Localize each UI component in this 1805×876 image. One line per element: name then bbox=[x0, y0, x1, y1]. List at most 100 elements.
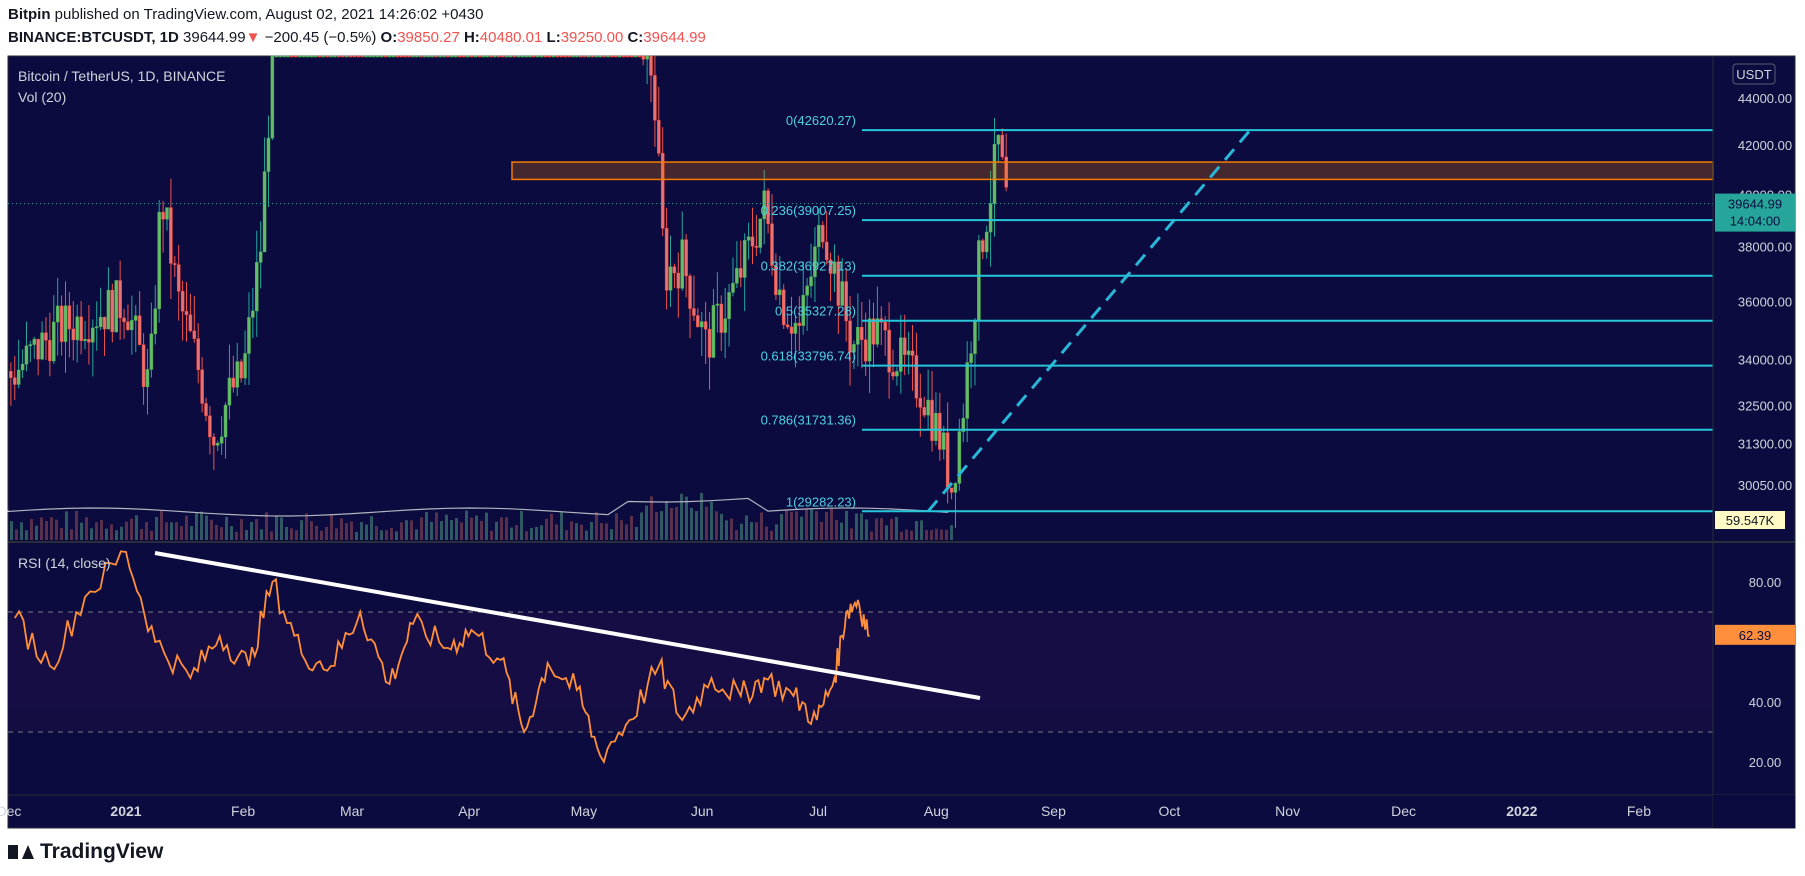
volume-bar bbox=[220, 527, 223, 540]
volume-bar bbox=[65, 511, 68, 540]
candle-body bbox=[649, 55, 653, 76]
open-value: 39850.27 bbox=[397, 29, 460, 46]
candle-body bbox=[137, 315, 142, 345]
volume-bar bbox=[245, 530, 248, 540]
volume-bar bbox=[875, 518, 878, 540]
volume-bar bbox=[760, 512, 763, 540]
volume-bar bbox=[100, 519, 103, 540]
rsi-pane[interactable] bbox=[8, 550, 1713, 765]
candle-body bbox=[83, 338, 87, 342]
time-tick-label: Aug bbox=[924, 803, 949, 819]
candle-body bbox=[789, 326, 794, 334]
candle-body bbox=[723, 318, 727, 333]
candle-body bbox=[434, 55, 439, 58]
volume-bar bbox=[150, 530, 153, 540]
volume-bar bbox=[235, 531, 238, 540]
candle-body bbox=[258, 251, 263, 263]
candle-body bbox=[914, 355, 919, 399]
volume-bar bbox=[40, 517, 43, 540]
volume-bar bbox=[250, 521, 253, 540]
price-change: −200.45 (−0.5%) bbox=[264, 29, 377, 46]
candle-body bbox=[28, 344, 33, 347]
volume-bar bbox=[715, 511, 718, 540]
volume-bar bbox=[135, 515, 138, 540]
tradingview-logo[interactable]: TradingView bbox=[8, 840, 163, 864]
candle-body bbox=[696, 315, 700, 328]
last-price-tag-value: 39644.99 bbox=[1728, 197, 1782, 212]
volume-bar bbox=[255, 519, 258, 540]
volume-bar bbox=[845, 510, 848, 540]
volume-bar bbox=[600, 523, 603, 540]
volume-bar bbox=[635, 526, 638, 540]
candle-body bbox=[55, 305, 60, 323]
publisher-name: Bitpin bbox=[8, 6, 51, 23]
candle-body bbox=[196, 338, 200, 371]
volume-bar bbox=[305, 513, 308, 540]
volume-bar bbox=[750, 522, 753, 540]
candle-body bbox=[699, 321, 704, 328]
candle-body bbox=[657, 120, 661, 154]
candle-body bbox=[598, 55, 603, 58]
volume-bar bbox=[215, 524, 218, 540]
candle-body bbox=[891, 371, 895, 377]
candle-body bbox=[614, 55, 618, 58]
time-tick-label: Jul bbox=[809, 803, 827, 819]
candle-body bbox=[660, 152, 665, 229]
low-value: 39250.00 bbox=[560, 29, 624, 46]
candle-body bbox=[262, 171, 267, 253]
candle-body bbox=[52, 321, 56, 362]
candle-body bbox=[44, 332, 48, 341]
volume-ma-line bbox=[7, 497, 949, 517]
candle-body bbox=[126, 321, 130, 331]
volume-bar bbox=[570, 521, 573, 540]
down-arrow-icon: ▼ bbox=[245, 29, 261, 46]
chart-border bbox=[7, 55, 1796, 829]
volume-bar bbox=[375, 526, 378, 540]
candle-body bbox=[731, 282, 735, 293]
candle-body bbox=[637, 55, 642, 58]
candle-body bbox=[379, 55, 384, 58]
candle-body bbox=[305, 55, 310, 58]
candle-body bbox=[926, 399, 930, 416]
candle-body bbox=[340, 55, 345, 58]
candle-body bbox=[63, 305, 68, 342]
rsi-line bbox=[14, 550, 870, 765]
candle-body bbox=[594, 55, 599, 58]
volume-bar bbox=[440, 521, 443, 540]
volume-bar bbox=[200, 511, 203, 540]
candle-body bbox=[87, 338, 91, 343]
volume-bar bbox=[430, 521, 433, 540]
candle-body bbox=[227, 377, 232, 406]
volume-bar bbox=[910, 530, 913, 540]
candle-body bbox=[820, 224, 825, 243]
volume-bar bbox=[15, 529, 18, 540]
candle-body bbox=[910, 350, 915, 356]
volume-bar bbox=[50, 517, 53, 540]
candle-body bbox=[239, 361, 243, 379]
candle-body bbox=[212, 436, 216, 446]
volume-bar bbox=[260, 529, 263, 540]
volume-bar bbox=[335, 528, 338, 540]
candle-body bbox=[981, 240, 985, 253]
volume-bar bbox=[565, 530, 568, 540]
time-tick-label: Feb bbox=[1627, 803, 1651, 819]
candle-body bbox=[988, 203, 993, 233]
candle-body bbox=[329, 55, 333, 58]
candle-body bbox=[297, 55, 302, 58]
candle-body bbox=[59, 305, 64, 342]
volume-bar bbox=[930, 530, 933, 540]
candle-body bbox=[832, 261, 837, 274]
candle-body bbox=[325, 55, 329, 58]
volume-bar bbox=[475, 515, 478, 540]
candle-body bbox=[383, 55, 388, 58]
candle-body bbox=[536, 55, 540, 58]
volume-bar bbox=[435, 512, 438, 540]
volume-tag-value: 59.547K bbox=[1726, 513, 1775, 528]
candle-body bbox=[122, 317, 126, 323]
last-price-tag bbox=[1715, 193, 1795, 232]
currency-box[interactable] bbox=[1732, 63, 1776, 85]
candle-body bbox=[294, 55, 298, 58]
volume-bar bbox=[370, 516, 373, 540]
volume-bar bbox=[185, 515, 188, 540]
